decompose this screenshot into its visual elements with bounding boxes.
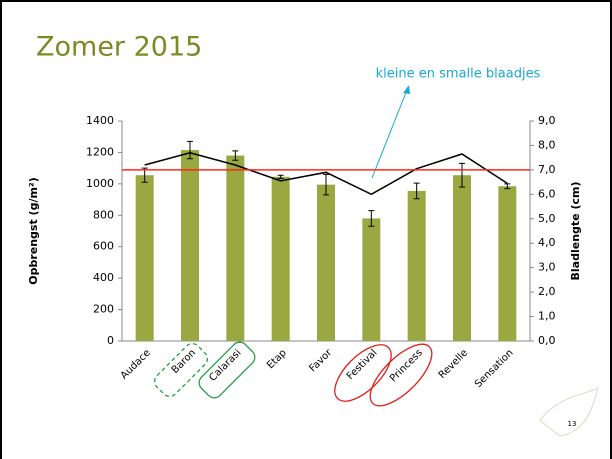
y-axis-label: Opbrengst (g/m²) (27, 177, 40, 285)
y2-tick-label: 6,0 (538, 187, 556, 200)
y2-tick-label: 3,0 (538, 261, 556, 274)
highlights (153, 341, 433, 407)
highlight-box (153, 342, 209, 398)
bar (453, 175, 471, 341)
highlight-ellipse (334, 344, 392, 402)
error-bar (232, 150, 239, 161)
bar (181, 150, 199, 341)
error-bar (277, 174, 284, 179)
bar (362, 218, 381, 341)
y-tick-label: 600 (93, 240, 114, 253)
bar (271, 176, 290, 341)
y-tick-label: 400 (93, 271, 114, 284)
line (144, 152, 508, 196)
y2-tick-label: 4,0 (538, 236, 556, 249)
y2-tick-label: 1,0 (538, 310, 556, 323)
y-tick-label: 0 (107, 334, 114, 347)
y-tick-label: 1200 (86, 145, 114, 158)
y2-tick-label: 2,0 (538, 285, 556, 298)
y2-tick-label: 0,0 (538, 334, 556, 347)
slide-title: Zomer 2015 (36, 32, 202, 63)
error-bar (323, 173, 329, 196)
error-bar (413, 182, 420, 200)
bar (498, 186, 517, 341)
page-number: 13 (568, 420, 577, 428)
y-tick-label: 800 (93, 208, 114, 221)
error-bar (504, 183, 511, 190)
annotation-arrow (371, 89, 408, 179)
y2-axis-label: Bladlengte (cm) (569, 182, 582, 281)
y-tick-label: 1000 (86, 177, 114, 190)
error-bar (187, 140, 193, 160)
highlight-box (198, 341, 256, 399)
annotation: kleine en smalle blaadjes (376, 67, 541, 82)
y-tick-label: 200 (93, 303, 114, 316)
y2-tick-label: 8,0 (538, 138, 556, 151)
error-bar (459, 162, 465, 188)
y2-tick-label: 5,0 (538, 212, 556, 225)
highlight-ellipse (369, 343, 433, 407)
bar (226, 155, 245, 341)
y-tick-label: 1400 (86, 114, 114, 127)
arrow-head (403, 85, 410, 94)
y2-tick-label: 7,0 (538, 163, 556, 176)
bar (135, 175, 154, 341)
error-bar (368, 210, 375, 227)
leaf-icon (539, 387, 599, 437)
bar (317, 184, 335, 341)
y2-tick-label: 9,0 (538, 114, 556, 127)
bar (407, 190, 426, 341)
